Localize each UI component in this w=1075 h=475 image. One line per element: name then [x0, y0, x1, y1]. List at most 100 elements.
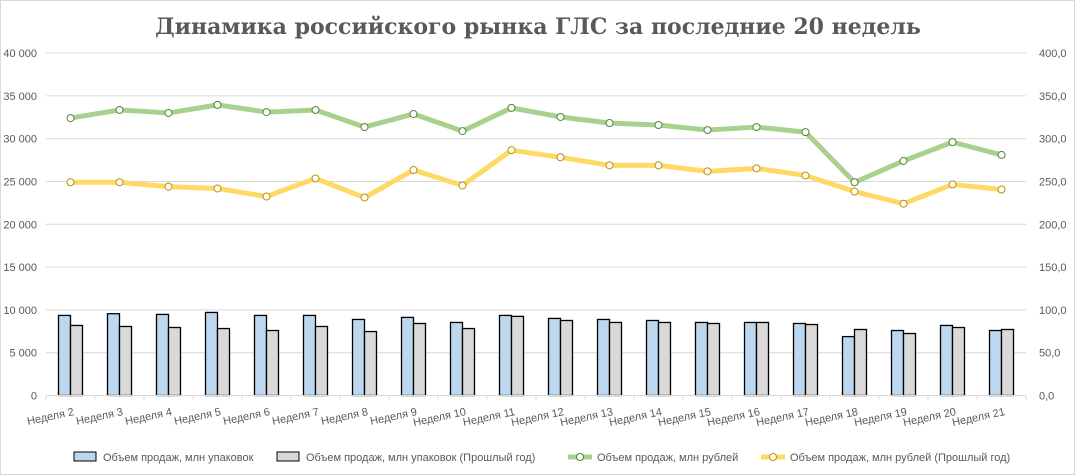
bar — [559, 319, 574, 397]
bar — [155, 313, 170, 397]
left-tick-label: 40 000 — [3, 48, 37, 60]
line-point — [654, 161, 663, 170]
right-tick-label: 200,0 — [1039, 219, 1067, 231]
x-axis: Неделя 2 Неделя 3 Неделя 4 Неделя 5 Неделя 6… — [26, 395, 1027, 429]
line-point — [752, 164, 761, 173]
right-tick-label: 350,0 — [1039, 91, 1067, 103]
bar — [841, 335, 856, 397]
line-point — [311, 174, 320, 183]
bar — [902, 332, 917, 397]
x-tick-label: Неделя 7 — [271, 406, 320, 428]
bar — [363, 330, 378, 397]
line-point — [458, 181, 467, 190]
left-tick-label: 25 000 — [3, 176, 37, 188]
line-point — [115, 178, 124, 187]
lines — [66, 100, 1006, 208]
line-point — [458, 127, 467, 136]
bar — [167, 326, 182, 397]
bar — [412, 322, 427, 397]
bar — [118, 325, 133, 397]
gridlines — [46, 52, 1026, 354]
bar — [1000, 328, 1015, 397]
line-point — [801, 128, 810, 137]
line-point — [360, 193, 369, 202]
left-tick-label: 20 000 — [3, 219, 37, 231]
line-point — [115, 105, 124, 114]
legend-marker — [576, 453, 584, 461]
x-tick-label: Неделя 16 — [706, 406, 761, 429]
bar — [265, 329, 280, 397]
series-line — [70, 147, 1002, 207]
line-point — [899, 156, 908, 165]
x-tick-label: Неделя 14 — [608, 406, 663, 429]
bar — [57, 314, 72, 397]
line-point — [409, 109, 418, 118]
bar — [461, 327, 476, 397]
line-point — [703, 126, 712, 135]
bar — [608, 321, 623, 397]
x-tick-label: Неделя 10 — [412, 406, 467, 429]
bar — [804, 323, 819, 397]
x-tick-label: Неделя 2 — [26, 406, 75, 428]
bar — [400, 316, 415, 397]
bar — [351, 318, 366, 397]
line-point — [752, 123, 761, 132]
bar — [510, 315, 525, 397]
right-axis: 0,0 50,0 100,0 150,0 200,0 250,0 300,0 350,0 400… — [1039, 48, 1067, 403]
x-tick-label: Неделя 18 — [804, 406, 859, 429]
line-point — [850, 178, 859, 187]
right-tick-label: 0,0 — [1039, 391, 1054, 403]
legend-marker — [769, 453, 777, 461]
chart-title: Динамика российского рынка ГЛС за послед… — [155, 14, 921, 40]
x-tick-label: Неделя 6 — [222, 406, 271, 428]
x-tick-label: Неделя 4 — [124, 406, 173, 428]
right-tick-label: 150,0 — [1039, 262, 1067, 274]
left-tick-label: 30 000 — [3, 134, 37, 146]
left-tick-label: 0 — [31, 391, 37, 403]
bar — [302, 314, 317, 397]
x-tick-label: Неделя 12 — [510, 406, 565, 429]
right-tick-label: 100,0 — [1039, 305, 1067, 317]
right-tick-label: 50,0 — [1039, 348, 1060, 360]
line-point — [703, 167, 712, 176]
line-point — [556, 153, 565, 162]
line-point — [409, 166, 418, 175]
bar — [694, 321, 709, 397]
x-tick-label: Неделя 20 — [902, 406, 957, 429]
series-line — [70, 102, 1003, 185]
line-point — [605, 119, 614, 128]
line-point — [997, 185, 1006, 194]
bar — [449, 321, 464, 397]
x-tick-label: Неделя 15 — [657, 406, 712, 429]
line-point — [213, 100, 222, 109]
line-point — [801, 171, 810, 180]
legend: Объем продаж, млн упаковок Объем продаж, … — [73, 451, 1010, 464]
bar — [792, 322, 807, 397]
bar — [498, 314, 513, 397]
legend-swatch — [276, 451, 300, 462]
left-tick-label: 35 000 — [3, 91, 37, 103]
left-tick-label: 5 000 — [9, 348, 37, 360]
left-tick-label: 15 000 — [3, 262, 37, 274]
bar — [204, 311, 219, 397]
line-point — [605, 161, 614, 170]
bar — [755, 321, 770, 397]
x-tick-label: Неделя 8 — [320, 406, 369, 428]
line-point — [654, 121, 663, 130]
bar — [706, 322, 721, 397]
bar — [253, 314, 268, 397]
left-axis: 0 5 000 10 000 15 000 20 000 25 000 30 000 35 0… — [3, 48, 37, 403]
bar — [106, 313, 121, 397]
bar — [853, 328, 868, 397]
x-tick-label: Неделя 13 — [559, 406, 614, 429]
line-point — [948, 138, 957, 147]
line-point — [262, 108, 271, 117]
x-tick-label: Неделя 5 — [173, 406, 222, 428]
line-point — [850, 187, 859, 196]
line-point — [507, 103, 516, 112]
x-tick-label: Неделя 11 — [462, 406, 516, 429]
bar — [314, 325, 329, 397]
x-tick-label: Неделя 3 — [75, 406, 124, 428]
line-point — [311, 105, 320, 114]
